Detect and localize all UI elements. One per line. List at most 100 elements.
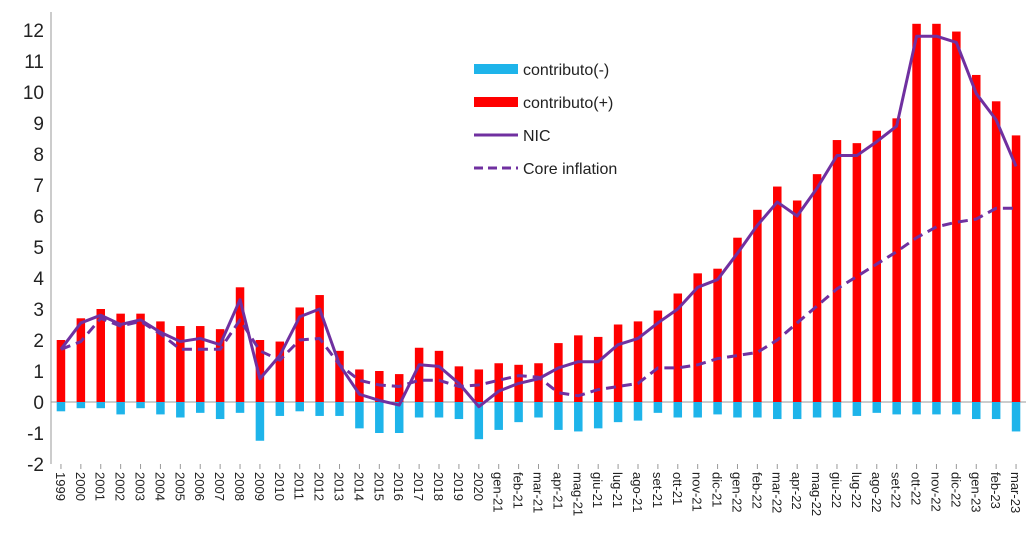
legend: contributo(-) contributo(+) NIC Core inflat… (474, 62, 617, 178)
bar (116, 313, 125, 402)
bar (454, 402, 464, 420)
bar (653, 402, 663, 413)
bar (434, 350, 444, 402)
bar (494, 363, 503, 402)
bar (414, 347, 424, 402)
bar (176, 326, 185, 402)
bar (872, 402, 882, 413)
bar (335, 402, 344, 416)
x-tick-label: 2014 (351, 472, 366, 501)
bar (1011, 402, 1021, 432)
y-tick-label: 0 (33, 393, 44, 414)
bar (215, 402, 225, 420)
y-tick-label: 12 (23, 21, 44, 42)
bar (156, 402, 165, 415)
x-tick-label: dic-21 (710, 472, 725, 507)
bar (753, 209, 762, 402)
legend-item: Core inflation (474, 161, 617, 178)
bar (892, 118, 901, 402)
bar (574, 335, 583, 402)
bar (633, 402, 643, 421)
x-tick-label: set-21 (650, 472, 665, 508)
x-tick-label: 2011 (292, 472, 307, 500)
bar (295, 307, 304, 402)
x-tick-label: apr-22 (789, 472, 804, 510)
bar (176, 402, 185, 418)
bar (434, 402, 444, 418)
bar (912, 402, 921, 415)
x-tick-label: gen-21 (491, 472, 506, 512)
bar (255, 340, 265, 402)
bar (852, 143, 862, 402)
bar (554, 402, 563, 430)
x-tick-label: 2019 (451, 472, 466, 501)
bar (136, 402, 145, 409)
bar (753, 402, 762, 418)
x-tick-label: 2000 (73, 472, 88, 501)
x-tick-label: lug-21 (610, 472, 625, 508)
x-tick-label: set-22 (889, 472, 904, 508)
bar (235, 402, 245, 413)
x-tick-label: ott-21 (670, 472, 685, 505)
bar (613, 324, 623, 402)
x-tick-label: lug-22 (849, 472, 864, 508)
bar (76, 318, 86, 402)
x-tick-label: 2015 (371, 472, 386, 501)
bar (514, 402, 523, 423)
x-tick-label: 2012 (312, 472, 327, 501)
bar (554, 343, 563, 402)
bar (972, 74, 981, 402)
legend-swatch (474, 64, 518, 74)
bar (693, 402, 702, 418)
x-tick-label: feb-23 (988, 472, 1003, 509)
bar (932, 23, 941, 403)
bar (116, 402, 125, 415)
y-tick-label: 9 (33, 114, 44, 135)
bar (892, 402, 901, 415)
bar (195, 402, 205, 413)
y-tick-label: -2 (27, 455, 44, 476)
bar (315, 402, 324, 416)
bar (593, 402, 603, 429)
legend-label: contributo(+) (523, 95, 613, 112)
x-tick-label: dic-22 (948, 472, 963, 507)
bar (812, 174, 822, 402)
bar (1011, 135, 1021, 402)
legend-item: contributo(-) (474, 62, 609, 79)
bar (713, 402, 722, 415)
x-tick-label: mag-22 (809, 472, 824, 516)
x-tick-label: 2016 (391, 472, 406, 501)
bar (792, 200, 802, 402)
bar (852, 402, 862, 416)
x-tick-label: mar-22 (769, 472, 784, 513)
bar (673, 402, 683, 418)
bar (972, 402, 981, 420)
bar (375, 402, 384, 433)
y-tick-label: -1 (27, 424, 44, 445)
bar (136, 313, 145, 402)
x-tick-label: 2004 (152, 472, 167, 501)
legend-label: Core inflation (523, 161, 617, 178)
bar (713, 268, 722, 402)
bar (474, 402, 484, 440)
bar (733, 237, 742, 402)
bar-series-0 (56, 402, 1021, 441)
bar (295, 402, 304, 412)
bar (355, 402, 364, 429)
x-axis: 1999 2000 2001 2002 2003 2004 2005 2006 2007 2008… (53, 464, 1023, 516)
bar (156, 321, 165, 402)
x-tick-label: 2018 (431, 472, 446, 501)
x-tick-label: gen-23 (968, 472, 983, 512)
x-tick-label: mar-21 (531, 472, 546, 513)
bar (56, 402, 66, 412)
x-tick-label: 2013 (332, 472, 347, 501)
bar (394, 402, 404, 433)
y-tick-label: 5 (33, 238, 44, 259)
bar (593, 336, 603, 402)
bar (355, 369, 364, 402)
bar (315, 295, 324, 402)
bar (534, 363, 543, 402)
legend-swatch (474, 97, 518, 107)
bar (633, 321, 643, 402)
line-series-3 (60, 206, 1017, 398)
